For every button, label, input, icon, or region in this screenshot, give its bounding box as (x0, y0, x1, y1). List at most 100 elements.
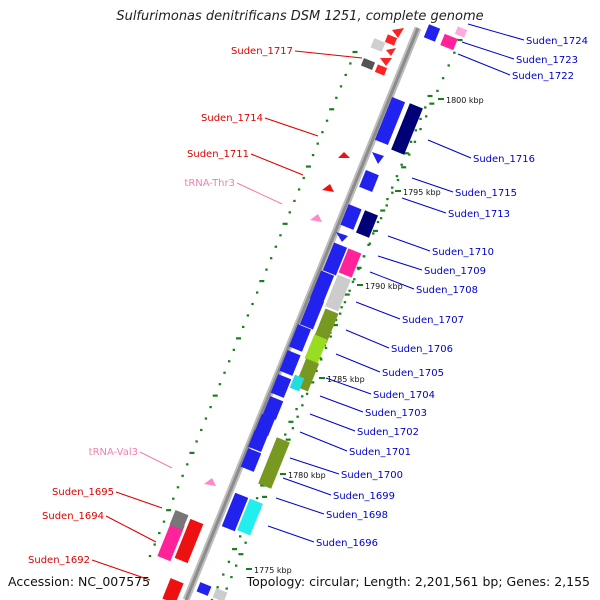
gene-label[interactable]: Suden_1704 (373, 390, 435, 401)
gene-block[interactable] (157, 520, 185, 562)
gene-arrow[interactable] (380, 58, 392, 66)
gene-block[interactable] (440, 33, 458, 51)
gene-block[interactable] (262, 396, 284, 420)
trna-marker[interactable] (204, 478, 216, 486)
leader-line (345, 329, 390, 349)
gene-label[interactable]: Suden_1723 (516, 55, 578, 66)
gene-arrow[interactable] (372, 152, 384, 164)
gene-label[interactable]: Suden_1696 (316, 538, 378, 549)
gene-label[interactable]: Suden_1715 (455, 188, 517, 199)
gene-arrow[interactable] (322, 184, 334, 192)
leader-line (299, 431, 348, 452)
kbp-label: 1785 kbp (327, 375, 365, 384)
gene-label[interactable]: Suden_1698 (326, 510, 388, 521)
leader-line (282, 477, 332, 496)
trna-label[interactable]: tRNA-Thr3 (184, 178, 235, 189)
kbp-label: 1795 kbp (403, 188, 441, 197)
gene-arrow[interactable] (338, 152, 350, 158)
gene-block[interactable] (360, 58, 376, 70)
leader-line (289, 457, 340, 475)
gene-label[interactable]: Suden_1716 (473, 154, 535, 165)
leader-line (267, 525, 315, 543)
leader-line (264, 117, 319, 137)
gene-block[interactable] (221, 492, 249, 532)
gene-block[interactable] (248, 430, 268, 452)
accession-text: Accession: NC_007575 (8, 574, 151, 589)
leader-line (319, 395, 364, 413)
leader-line (250, 153, 304, 176)
gene-label[interactable]: Suden_1694 (42, 511, 104, 522)
gene-label[interactable]: Suden_1713 (448, 209, 510, 220)
gene-label[interactable]: Suden_1717 (231, 46, 293, 57)
gene-label[interactable]: Suden_1702 (357, 427, 419, 438)
gene-block[interactable] (340, 204, 362, 230)
leader-line (427, 139, 472, 159)
gene-label[interactable]: Suden_1707 (402, 315, 464, 326)
gene-block[interactable] (289, 324, 311, 352)
leader-line (325, 377, 372, 395)
trna-marker[interactable] (310, 214, 322, 222)
gene-block[interactable] (270, 374, 292, 398)
leader-line (401, 197, 447, 214)
leader-line (275, 497, 325, 515)
gene-block[interactable] (299, 296, 325, 330)
gene-block[interactable] (255, 414, 275, 436)
gene-block[interactable] (356, 210, 378, 238)
gene-block[interactable] (454, 26, 468, 38)
gene-label[interactable]: Suden_1706 (391, 344, 453, 355)
tick-marks (148, 38, 463, 600)
gene-block[interactable] (423, 24, 441, 42)
gene-block[interactable] (174, 518, 204, 564)
gene-label[interactable]: Suden_1708 (416, 285, 478, 296)
leader-line (369, 271, 415, 290)
gene-block[interactable] (196, 582, 212, 596)
gene-arrow[interactable] (386, 48, 396, 56)
kbp-label: 1775 kbp (254, 566, 292, 575)
gene-block[interactable] (384, 34, 398, 46)
gene-block[interactable] (370, 38, 386, 52)
gene-arrow[interactable] (392, 28, 404, 38)
gene-label[interactable]: Suden_1714 (201, 113, 263, 124)
trna-label[interactable]: tRNA-Val3 (89, 447, 138, 458)
gene-label[interactable]: Suden_1722 (512, 71, 574, 82)
gene-block[interactable] (169, 509, 189, 531)
gene-label[interactable]: Suden_1699 (333, 491, 395, 502)
gene-block[interactable] (359, 170, 379, 192)
gene-label[interactable]: Suden_1700 (341, 470, 403, 481)
gene-label[interactable]: Suden_1710 (432, 247, 494, 258)
gene-label[interactable]: Suden_1724 (526, 36, 588, 47)
gene-arrow[interactable] (336, 232, 348, 242)
gene-block[interactable] (374, 97, 406, 145)
gene-label[interactable]: Suden_1695 (52, 487, 114, 498)
gene-block[interactable] (309, 270, 335, 304)
gene-block[interactable] (391, 103, 423, 155)
gene-block[interactable] (313, 308, 339, 344)
gene-block[interactable] (279, 350, 301, 376)
leader-line (105, 515, 157, 543)
gene-block[interactable] (162, 578, 184, 600)
gene-block[interactable] (322, 242, 348, 276)
gene-label[interactable]: Suden_1692 (28, 555, 90, 566)
gene-label[interactable]: Suden_1701 (349, 447, 411, 458)
gene-block[interactable] (338, 248, 362, 278)
gene-block[interactable] (212, 588, 228, 600)
gene-label[interactable]: Suden_1711 (187, 149, 249, 160)
gene-label[interactable]: Suden_1703 (365, 408, 427, 419)
leader-line (294, 50, 363, 59)
gene-label[interactable]: Suden_1705 (382, 368, 444, 379)
gene-block[interactable] (258, 437, 290, 489)
leader-line (236, 182, 283, 205)
leader-line (411, 177, 454, 193)
gene-block[interactable] (237, 498, 263, 536)
leader-line (309, 413, 356, 432)
gene-block[interactable] (304, 334, 328, 364)
label-leader-lines (91, 23, 525, 581)
gene-block[interactable] (289, 374, 305, 392)
gene-label[interactable]: Suden_1709 (424, 266, 486, 277)
kbp-label: 1790 kbp (365, 282, 403, 291)
gene-block[interactable] (374, 64, 388, 76)
topology-summary: Topology: circular; Length: 2,201,561 bp… (246, 574, 590, 589)
gene-block[interactable] (325, 274, 351, 312)
gene-block[interactable] (240, 448, 262, 472)
